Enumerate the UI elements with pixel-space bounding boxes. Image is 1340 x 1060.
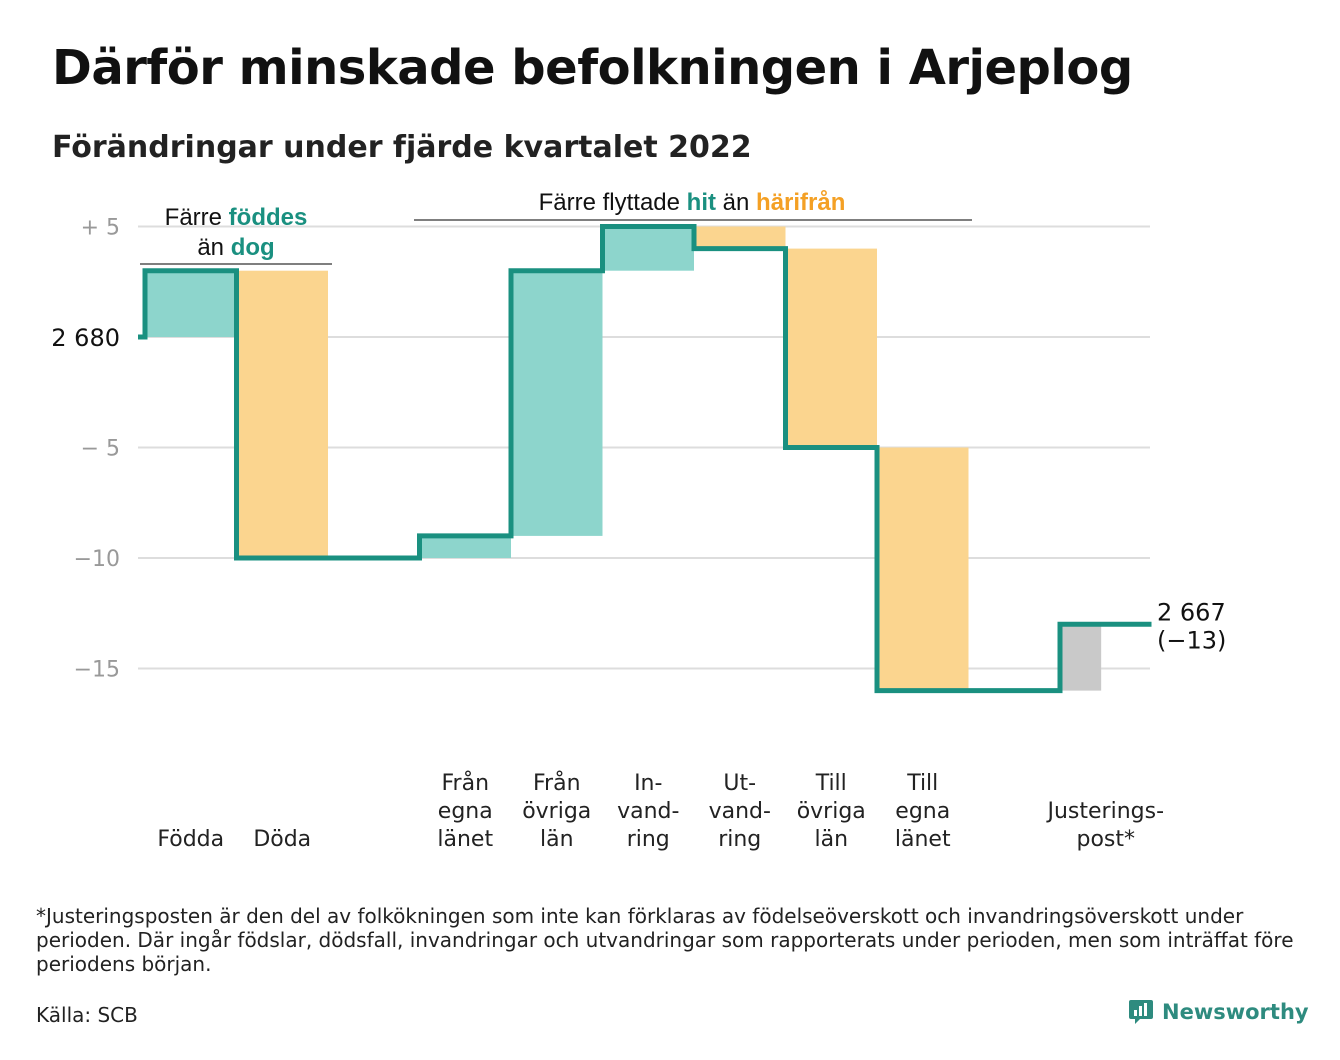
bar-outflow bbox=[877, 447, 969, 691]
category-label: Ut- bbox=[723, 771, 756, 796]
chart-title: Därför minskade befolkningen i Arjeplog bbox=[52, 40, 1133, 96]
bar-inflow bbox=[419, 535, 511, 558]
category-label: Från bbox=[441, 770, 489, 796]
waterfall-chart: + 5 − 5 −10 −15 Födda Döda Från egna länet Från öv… bbox=[51, 189, 1226, 852]
births-deaths-annotation-text: än dog bbox=[197, 234, 274, 261]
y-tick-label: − 5 bbox=[81, 437, 120, 462]
migration-annotation-segment: Färre flyttade bbox=[539, 189, 687, 216]
category-label: Från bbox=[533, 770, 581, 796]
migration-annotation-segment: hit bbox=[687, 189, 716, 216]
y-tick-label: −15 bbox=[74, 658, 120, 683]
births-deaths-annotation-segment: dog bbox=[231, 234, 275, 261]
chart-subtitle: Förändringar under fjärde kvartalet 2022 bbox=[52, 130, 752, 165]
bar-outflow bbox=[236, 270, 328, 558]
migration-annotation-segment: än bbox=[716, 189, 756, 216]
population-line bbox=[138, 224, 1152, 694]
bar-outflow bbox=[694, 226, 786, 249]
category-label: ring bbox=[627, 827, 670, 852]
category-label: övriga bbox=[797, 799, 866, 824]
footnote: *Justeringsposten är den del av folkökni… bbox=[36, 904, 1294, 976]
category-label: ring bbox=[718, 827, 761, 852]
category-label: post* bbox=[1076, 827, 1135, 852]
population-step-line bbox=[138, 224, 1152, 694]
chart-labels: + 5 − 5 −10 −15 Födda Döda Från egna länet Från öv… bbox=[51, 189, 1226, 852]
start-population-label: 2 680 bbox=[51, 324, 120, 352]
category-label: län bbox=[814, 827, 848, 852]
category-label: egna bbox=[438, 799, 493, 824]
migration-annotation-text: Färre flyttade hit än härifrån bbox=[539, 189, 846, 216]
category-label: länet bbox=[437, 827, 493, 852]
end-population-label: 2 667 bbox=[1157, 598, 1226, 626]
end-change-label: (−13) bbox=[1157, 626, 1226, 654]
births-deaths-annotation-text: Färre föddes bbox=[165, 204, 308, 231]
bar-inflow bbox=[145, 270, 237, 337]
newsworthy-logo: Newsworthy bbox=[1128, 998, 1309, 1026]
bar-outflow bbox=[785, 248, 877, 448]
category-label: Födda bbox=[157, 827, 224, 852]
newsworthy-logo-icon bbox=[1129, 1000, 1153, 1024]
category-label: Döda bbox=[253, 827, 311, 852]
bar-adjustment bbox=[1060, 624, 1102, 691]
source: Källa: SCB bbox=[36, 1003, 138, 1027]
category-label: vand- bbox=[709, 799, 771, 824]
category-label: län bbox=[540, 827, 574, 852]
migration-annotation-segment: härifrån bbox=[756, 189, 845, 216]
category-label: övriga bbox=[522, 799, 591, 824]
y-tick-label: −10 bbox=[74, 547, 120, 572]
bar-inflow bbox=[511, 270, 603, 536]
births-deaths-annotation-segment: Färre bbox=[165, 204, 229, 231]
category-label: Till bbox=[815, 771, 847, 796]
bars bbox=[145, 226, 1102, 691]
brand-name: Newsworthy bbox=[1162, 1000, 1309, 1024]
y-tick-label: + 5 bbox=[81, 216, 120, 241]
bar-inflow bbox=[602, 226, 694, 271]
category-label: egna bbox=[895, 799, 950, 824]
category-label: Justerings- bbox=[1045, 799, 1164, 824]
category-label: vand- bbox=[617, 799, 679, 824]
births-deaths-annotation-segment: än bbox=[197, 234, 230, 261]
category-label: In- bbox=[634, 771, 662, 796]
births-deaths-annotation-segment: föddes bbox=[229, 204, 308, 231]
category-label: Till bbox=[906, 771, 938, 796]
category-label: länet bbox=[895, 827, 951, 852]
